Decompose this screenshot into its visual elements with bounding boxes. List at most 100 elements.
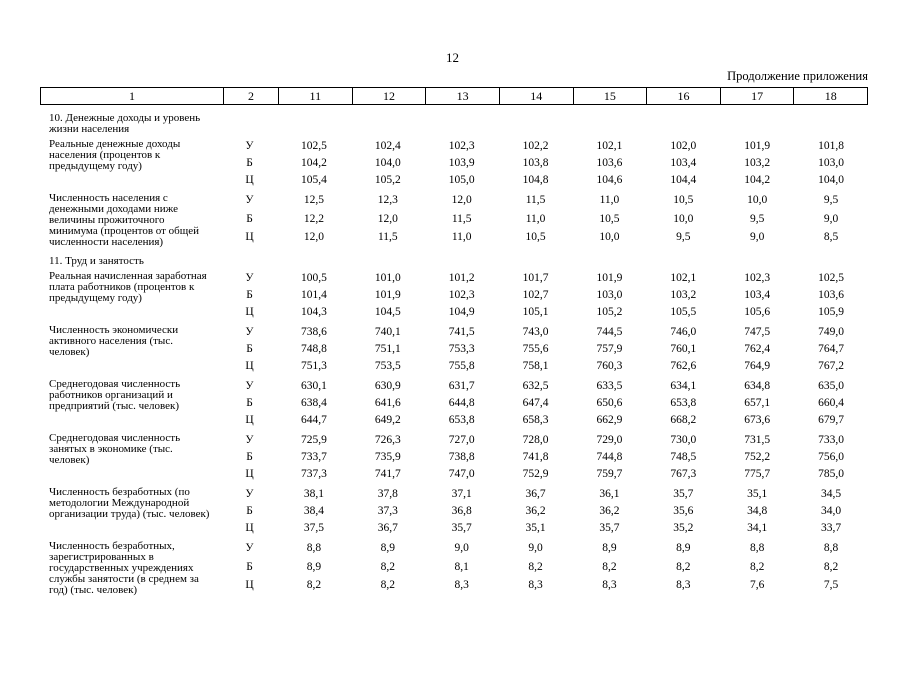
section-heading: 11. Труд и занятость xyxy=(49,255,144,267)
value-cell: 767,3 xyxy=(670,468,697,480)
value-cell: 748,5 xyxy=(670,451,697,463)
variant-letter: Б xyxy=(246,560,253,573)
value-cell: 8,9 xyxy=(306,560,322,573)
row-label: Реальная начисленная заработная плата ра… xyxy=(49,270,207,304)
value-cell: 103,6 xyxy=(818,289,844,301)
value-cell: 727,0 xyxy=(448,434,475,446)
page-number: 12 xyxy=(446,50,459,65)
row-label: Численность безработных, зарегистрирован… xyxy=(49,540,199,596)
value-cell: 9,0 xyxy=(750,231,765,244)
value-cell: 8,9 xyxy=(602,542,617,554)
value-cell: 764,9 xyxy=(744,360,771,372)
value-cell: 740,1 xyxy=(374,326,401,338)
variant-letter: Ц xyxy=(245,231,254,244)
value-cell: 733,7 xyxy=(301,451,327,463)
variant-letter: Ц xyxy=(245,360,254,372)
value-cell: 12,2 xyxy=(303,212,324,225)
header-cell-18: 18 xyxy=(793,88,867,104)
value-cell: 11,5 xyxy=(525,194,546,206)
value-cell: 8,2 xyxy=(676,560,691,573)
variant-letter: Ц xyxy=(245,522,254,534)
value-cell: 103,2 xyxy=(670,289,697,301)
value-cell: 103,0 xyxy=(818,157,844,169)
variant-letter: Б xyxy=(246,289,253,301)
value-cell: 758,1 xyxy=(522,360,549,372)
value-cell: 102,4 xyxy=(374,140,401,152)
value-cell: 37,1 xyxy=(451,488,472,500)
value-cell: 101,8 xyxy=(818,140,844,152)
value-cell: 104,8 xyxy=(522,174,549,186)
value-cell: 37,5 xyxy=(303,522,324,534)
value-cell: 105,2 xyxy=(596,306,623,318)
value-cell: 35,7 xyxy=(673,488,694,500)
variant-letter: Ц xyxy=(245,468,254,480)
value-cell: 12,3 xyxy=(377,194,398,206)
variant-letter: У xyxy=(245,380,254,392)
value-cell: 8,2 xyxy=(823,560,839,573)
value-cell: 35,6 xyxy=(673,505,694,517)
value-cell: 103,4 xyxy=(670,157,697,169)
value-cell: 730,0 xyxy=(670,434,697,446)
continuation-note: Продолжение приложения xyxy=(727,69,868,83)
variant-letter: Ц xyxy=(245,579,254,592)
value-cell: 104,6 xyxy=(596,174,623,186)
value-cell: 649,2 xyxy=(374,414,401,426)
value-cell: 8,2 xyxy=(380,579,395,592)
row-label: Численность экономически активного насел… xyxy=(49,324,179,358)
value-cell: 34,0 xyxy=(821,505,842,517)
variant-letter: Ц xyxy=(245,306,254,318)
header-cell-15: 15 xyxy=(572,88,647,104)
value-cell: 755,8 xyxy=(448,360,475,372)
value-cell: 8,3 xyxy=(602,579,617,592)
value-cell: 102,3 xyxy=(448,289,475,301)
value-cell: 35,1 xyxy=(747,488,768,500)
variant-letter: У xyxy=(245,542,254,554)
value-cell: 738,6 xyxy=(301,326,327,338)
value-cell: 744,8 xyxy=(596,451,623,463)
variant-letter: Б xyxy=(246,343,253,355)
value-cell: 11,0 xyxy=(525,212,546,225)
value-cell: 632,5 xyxy=(522,380,549,392)
value-cell: 7,5 xyxy=(823,579,839,592)
value-cell: 101,0 xyxy=(374,272,401,284)
value-cell: 35,2 xyxy=(673,522,694,534)
value-cell: 102,3 xyxy=(448,140,475,152)
value-cell: 9,5 xyxy=(750,212,765,225)
value-cell: 10,5 xyxy=(525,231,546,244)
value-cell: 762,6 xyxy=(670,360,697,372)
variant-letter: У xyxy=(245,140,254,152)
value-cell: 775,7 xyxy=(744,468,771,480)
value-cell: 641,6 xyxy=(374,397,401,409)
value-cell: 8,9 xyxy=(676,542,691,554)
value-cell: 760,3 xyxy=(596,360,623,372)
value-cell: 9,0 xyxy=(528,542,543,554)
value-cell: 741,8 xyxy=(522,451,549,463)
value-cell: 9,0 xyxy=(454,542,469,554)
value-cell: 36,7 xyxy=(377,522,398,534)
value-cell: 725,9 xyxy=(301,434,327,446)
variant-letter: У xyxy=(245,488,254,500)
value-cell: 668,2 xyxy=(670,414,697,426)
value-cell: 102,3 xyxy=(744,272,771,284)
value-cell: 105,0 xyxy=(448,174,475,186)
table-row-group: Реальные денежные доходы населения (проц… xyxy=(40,138,868,189)
value-cell: 12,5 xyxy=(303,194,324,206)
value-cell: 8,9 xyxy=(380,542,395,554)
value-cell: 12,0 xyxy=(303,231,324,244)
value-cell: 35,7 xyxy=(451,522,472,534)
value-cell: 746,0 xyxy=(670,326,697,338)
value-cell: 7,6 xyxy=(750,579,765,592)
variant-letter: Б xyxy=(246,157,253,169)
value-cell: 8,3 xyxy=(454,579,469,592)
value-cell: 104,5 xyxy=(374,306,401,318)
value-cell: 38,4 xyxy=(303,505,324,517)
header-cell-11: 11 xyxy=(278,88,352,104)
value-cell: 9,5 xyxy=(823,194,839,206)
value-cell: 37,8 xyxy=(377,488,398,500)
variant-letter: Ц xyxy=(245,174,254,186)
value-cell: 33,7 xyxy=(821,522,842,534)
value-cell: 104,2 xyxy=(744,174,771,186)
value-cell: 653,8 xyxy=(448,414,475,426)
value-cell: 10,5 xyxy=(599,212,620,225)
value-cell: 726,3 xyxy=(374,434,401,446)
